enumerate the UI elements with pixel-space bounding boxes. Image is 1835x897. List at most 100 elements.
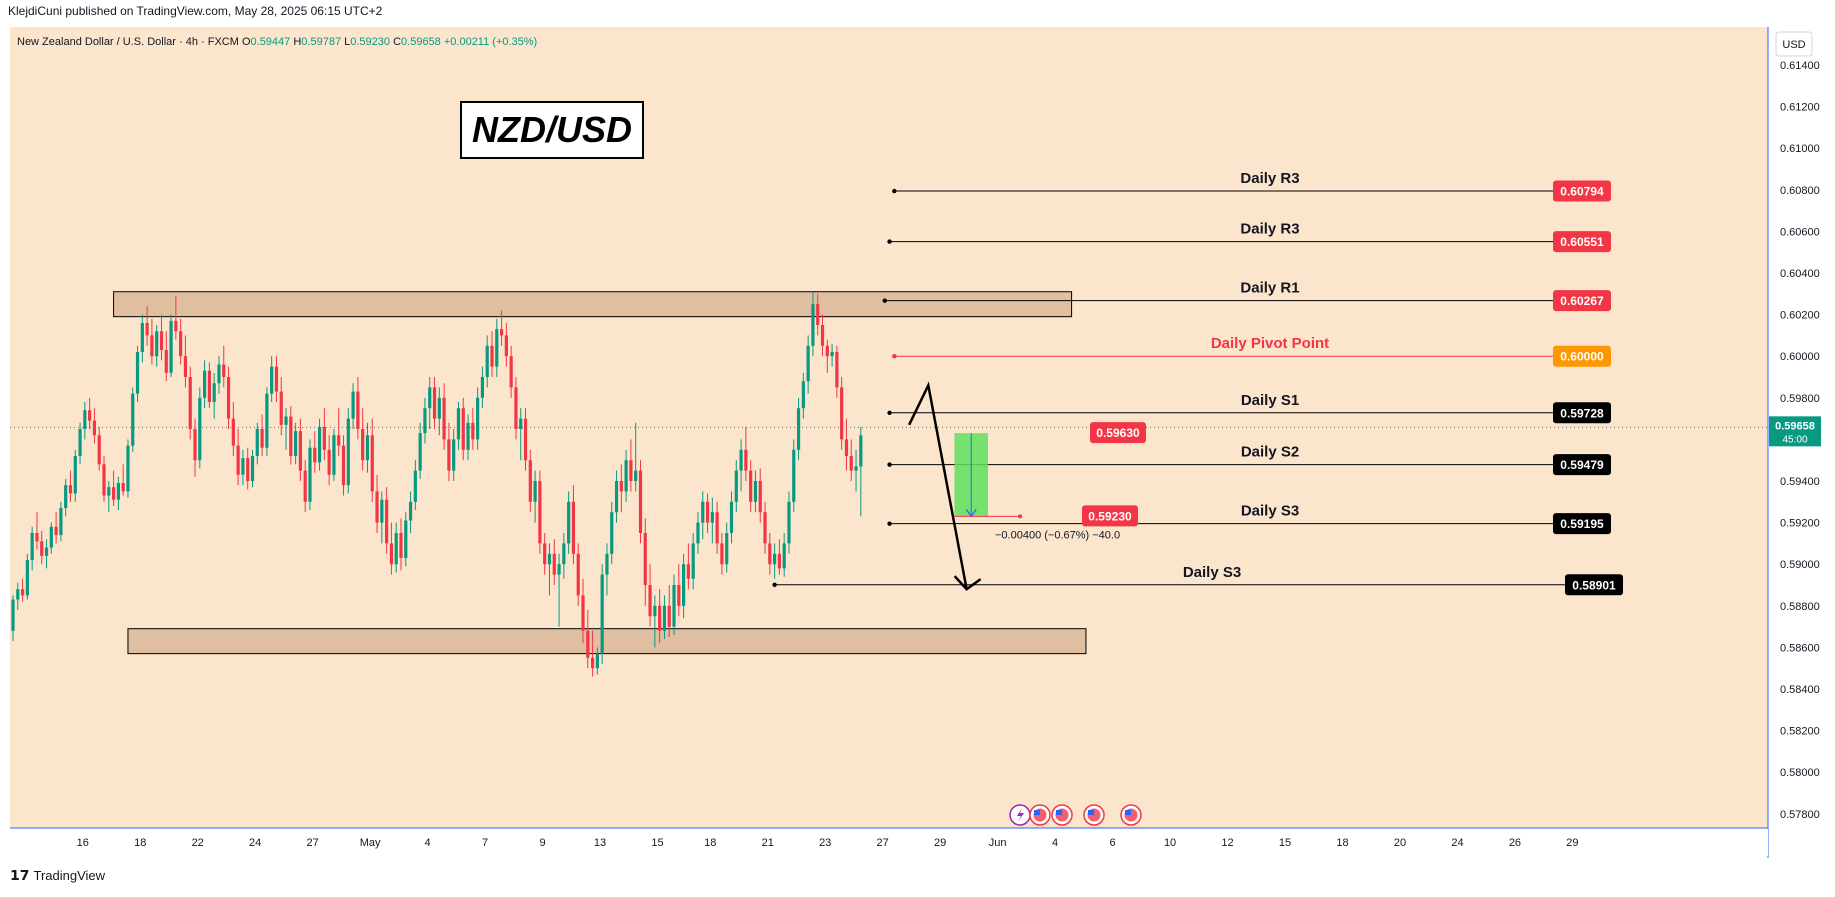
candle-body <box>150 335 154 357</box>
economic-event-icon[interactable] <box>1051 804 1073 826</box>
candle-body <box>16 589 20 600</box>
candle-body <box>11 599 15 631</box>
resistance-zone[interactable] <box>113 291 1073 318</box>
level-price-badge-text: 0.60794 <box>1560 185 1604 199</box>
currency-button[interactable]: USD <box>1775 31 1813 57</box>
candle-body <box>792 449 796 502</box>
time-tick-label: 20 <box>1394 837 1406 849</box>
candle-body <box>179 331 183 357</box>
candle <box>796 397 801 461</box>
chart-title-frame <box>460 101 644 159</box>
candle <box>432 377 437 429</box>
candle <box>715 501 719 554</box>
time-tick-label: 24 <box>249 837 261 849</box>
candle-body <box>825 345 829 357</box>
candle <box>294 422 298 465</box>
candle <box>461 397 465 461</box>
pivot-level[interactable]: Daily R3 0.60551 <box>887 221 1611 253</box>
candle-body <box>495 329 499 367</box>
candle <box>634 422 638 492</box>
candle-body <box>624 460 628 492</box>
economic-event-icon[interactable] <box>1009 804 1031 826</box>
candle <box>686 543 690 590</box>
candle <box>567 491 571 554</box>
candle-body <box>471 422 475 440</box>
candle-body <box>543 543 547 565</box>
candle-body <box>777 553 781 569</box>
time-tick-label: 4 <box>425 837 431 849</box>
pivot-level[interactable]: Daily S2 0.59479 <box>887 444 1611 476</box>
tradingview-logo[interactable]: 𝟭𝟳 TradingView <box>10 867 105 884</box>
candle-body <box>614 481 619 513</box>
candle-body <box>356 391 360 429</box>
candle <box>476 387 480 450</box>
legend-o-label: O <box>242 36 251 48</box>
candle-body <box>385 499 389 544</box>
candle-body <box>327 449 331 475</box>
price-tick-label: 0.58800 <box>1780 601 1820 613</box>
candle <box>313 431 317 473</box>
support-zone[interactable] <box>127 628 1087 655</box>
candle <box>250 449 255 488</box>
time-tick-label: 22 <box>192 837 204 849</box>
measure-to-badge <box>1082 505 1138 527</box>
price-tick-label: 0.58600 <box>1780 642 1820 654</box>
candle-body <box>303 470 307 502</box>
pivot-level[interactable]: Daily S3 0.59195 <box>887 503 1611 535</box>
candle-body <box>725 533 729 565</box>
level-label: Daily R3 <box>1240 221 1299 238</box>
candle <box>179 318 183 365</box>
candle-body <box>370 435 374 492</box>
level-label: Daily S2 <box>1241 444 1299 461</box>
candle <box>68 470 73 502</box>
candle <box>337 408 341 457</box>
candle-body <box>408 501 413 521</box>
price-range-measure[interactable]: 0.59630 0.59230 −0.00400 (−0.67%) −40.0 <box>954 422 1146 541</box>
candle <box>753 470 758 513</box>
price-tick-label: 0.61000 <box>1780 143 1820 155</box>
economic-event-icon[interactable] <box>1029 804 1051 826</box>
level-price-badge <box>1553 231 1611 253</box>
candle-body <box>533 481 537 502</box>
level-label: Daily Pivot Point <box>1211 335 1329 352</box>
candle <box>418 422 422 479</box>
time-tick-label: 18 <box>134 837 146 849</box>
candle <box>231 401 235 457</box>
legend-l-label: L <box>344 36 350 48</box>
candle <box>327 435 331 486</box>
candle-body <box>116 483 120 500</box>
candle-body <box>677 585 681 606</box>
pivot-level[interactable]: Daily S1 0.59728 <box>887 392 1611 424</box>
candle-body <box>20 589 25 596</box>
candle-body <box>749 470 753 502</box>
candle <box>456 401 461 450</box>
price-tick-label: 0.60600 <box>1780 226 1820 238</box>
candle-body <box>188 377 192 429</box>
pivot-level[interactable]: Daily Pivot Point 0.60000 <box>892 335 1611 367</box>
candle <box>49 522 53 554</box>
candle-body <box>648 585 652 617</box>
candle <box>226 366 231 429</box>
economic-event-icon[interactable] <box>1083 804 1105 826</box>
candle-body <box>198 397 202 461</box>
candle <box>188 366 192 440</box>
time-tick-label: 18 <box>1336 837 1348 849</box>
candle-body <box>231 418 235 446</box>
pivot-level[interactable]: Daily S3 0.58901 <box>772 564 1623 596</box>
current-price-badge: 0.59658 45:00 <box>1769 416 1821 447</box>
pivot-level[interactable]: Daily R3 0.60794 <box>892 170 1611 202</box>
candle <box>514 377 518 440</box>
candle-body <box>835 352 839 388</box>
economic-event-icon[interactable] <box>1120 804 1142 826</box>
pivot-level[interactable]: Daily R1 0.60267 <box>882 280 1611 312</box>
legend-h-label: H <box>293 36 301 48</box>
symbol-legend[interactable]: New Zealand Dollar / U.S. Dollar · 4h · … <box>17 36 537 48</box>
candle <box>447 422 451 481</box>
candle <box>140 314 144 363</box>
candle <box>576 543 580 606</box>
candle-body <box>49 526 53 548</box>
candle-body <box>643 533 647 585</box>
candle <box>59 501 63 542</box>
